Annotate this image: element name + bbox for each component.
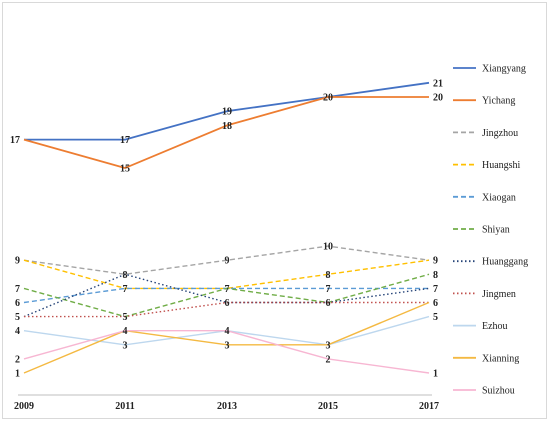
data-label: 18 bbox=[222, 121, 232, 132]
data-label: 20 bbox=[433, 93, 443, 104]
data-label: 5 bbox=[15, 312, 20, 323]
x-tick-label: 2013 bbox=[217, 401, 237, 412]
data-label: 21 bbox=[433, 78, 443, 89]
data-label: 19 bbox=[222, 107, 232, 118]
data-label: 3 bbox=[225, 340, 230, 351]
data-label: 6 bbox=[433, 298, 438, 309]
legend-label: Huanggang bbox=[482, 257, 528, 268]
data-label: 7 bbox=[433, 284, 438, 295]
data-label: 8 bbox=[123, 270, 128, 281]
data-label: 3 bbox=[326, 340, 331, 351]
legend-label: Yichang bbox=[482, 96, 515, 107]
legend-label: Jingmen bbox=[482, 289, 516, 300]
data-label: 9 bbox=[433, 256, 438, 267]
series-line-shiyan bbox=[23, 273, 430, 318]
data-label: 8 bbox=[433, 270, 438, 281]
data-label: 4 bbox=[123, 326, 128, 337]
legend: Xiangyang Yichang Jingzhou Huangshi Xiaogan S… bbox=[453, 64, 528, 397]
x-tick-label: 2017 bbox=[419, 401, 439, 412]
series-line-huanggang bbox=[23, 273, 430, 318]
data-label: 17 bbox=[120, 135, 130, 146]
legend-label: Xiangyang bbox=[482, 64, 526, 75]
series-line-suizhou bbox=[23, 330, 430, 374]
data-label: 20 bbox=[323, 93, 333, 104]
data-label: 5 bbox=[433, 312, 438, 323]
legend-label: Xianning bbox=[482, 353, 519, 364]
series-line-xiangyang bbox=[24, 81, 430, 141]
data-label: 6 bbox=[225, 298, 230, 309]
data-label: 3 bbox=[123, 340, 128, 351]
legend-label: Xiaogan bbox=[482, 192, 516, 203]
data-label: 4 bbox=[15, 326, 20, 337]
data-label: 6 bbox=[326, 298, 331, 309]
data-label: 7 bbox=[15, 284, 20, 295]
data-label: 7 bbox=[326, 284, 331, 295]
series-line-yichang bbox=[23, 96, 429, 169]
series-line-jingzhou bbox=[23, 245, 430, 275]
data-label: 5 bbox=[123, 312, 128, 323]
x-tick-label: 2015 bbox=[318, 401, 338, 412]
legend-label: Ezhou bbox=[482, 321, 508, 332]
legend-label: Jingzhou bbox=[482, 128, 518, 139]
data-label: 2 bbox=[326, 354, 331, 365]
data-label: 1 bbox=[15, 369, 20, 380]
data-label: 2 bbox=[15, 354, 20, 365]
data-labels: 17 17151918202120976542187543976431087632… bbox=[10, 78, 443, 379]
legend-label: Suizhou bbox=[482, 386, 515, 397]
chart-frame bbox=[2, 2, 547, 419]
x-tick-label: 2009 bbox=[14, 401, 34, 412]
legend-label: Huangshi bbox=[482, 160, 521, 171]
data-label: 10 bbox=[323, 242, 333, 253]
x-axis-ticks: 2009 2011 2013 2015 2017 bbox=[14, 401, 439, 412]
x-tick-label: 2011 bbox=[115, 401, 134, 412]
series-lines bbox=[23, 81, 430, 374]
data-label: 7 bbox=[123, 284, 128, 295]
data-label: 6 bbox=[15, 298, 20, 309]
data-label: 17 bbox=[10, 135, 20, 146]
data-label: 7 bbox=[225, 284, 230, 295]
data-label: 15 bbox=[120, 164, 130, 175]
legend-label: Shiyan bbox=[482, 225, 510, 236]
data-label: 1 bbox=[433, 369, 438, 380]
data-label: 9 bbox=[15, 256, 20, 267]
series-line-xianning bbox=[23, 301, 430, 374]
data-label: 9 bbox=[225, 256, 230, 267]
data-label: 4 bbox=[225, 326, 230, 337]
data-label: 8 bbox=[326, 270, 331, 281]
